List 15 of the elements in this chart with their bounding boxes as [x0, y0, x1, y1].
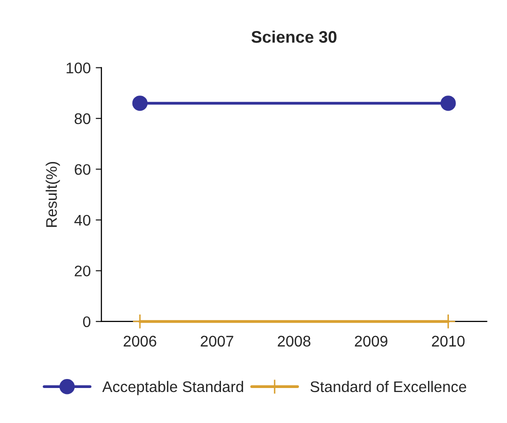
- x-tick-label: 2010: [432, 336, 465, 347]
- legend-label: Acceptable Standard: [102, 380, 244, 396]
- y-tick-label: 60: [74, 164, 90, 175]
- y-tick-label: 40: [74, 214, 90, 226]
- chart-title: Science 30: [251, 30, 336, 43]
- x-tick-label: 2006: [124, 336, 156, 347]
- y-tick-label: 100: [66, 62, 90, 74]
- y-axis-title: Result(%): [46, 162, 60, 227]
- y-tick-label: 80: [74, 113, 90, 124]
- y-tick-label: 20: [74, 266, 90, 276]
- y-tick-label: 0: [83, 316, 90, 328]
- x-tick-label: 2009: [354, 336, 388, 347]
- x-tick-label: 2007: [200, 336, 234, 347]
- legend-label: Standard of Excellence: [310, 380, 466, 392]
- x-tick-label: 2008: [278, 336, 310, 347]
